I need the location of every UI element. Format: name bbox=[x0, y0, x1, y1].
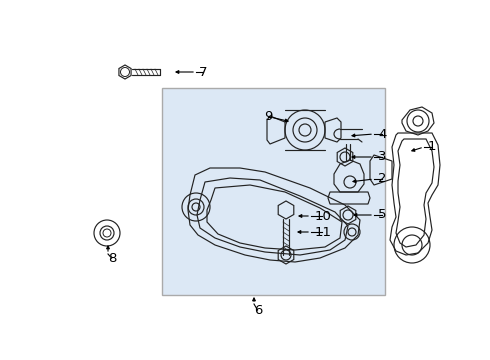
Text: 8: 8 bbox=[108, 252, 117, 265]
Text: 10: 10 bbox=[315, 210, 332, 222]
Text: 3: 3 bbox=[378, 150, 387, 163]
Text: 2: 2 bbox=[378, 172, 387, 185]
Text: 1: 1 bbox=[428, 140, 437, 153]
Bar bbox=[162, 88, 385, 295]
Text: 4: 4 bbox=[378, 127, 387, 140]
Text: 5: 5 bbox=[378, 208, 387, 221]
Text: 7: 7 bbox=[199, 66, 207, 78]
Text: 11: 11 bbox=[315, 225, 332, 238]
Text: 6: 6 bbox=[254, 303, 262, 316]
Text: 9: 9 bbox=[264, 111, 272, 123]
